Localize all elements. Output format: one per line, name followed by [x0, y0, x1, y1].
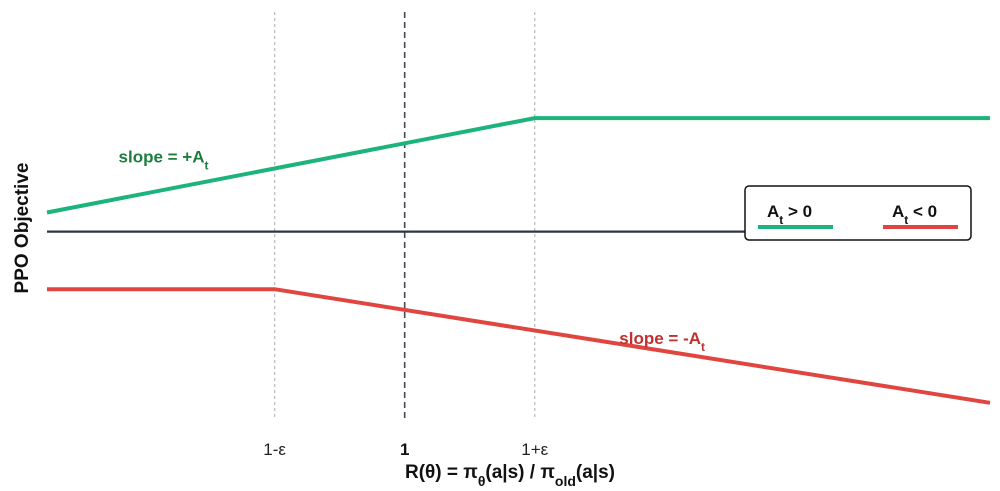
x-tick-labels: 1-ε 1 1+ε [263, 440, 548, 459]
reference-vlines [274, 12, 536, 418]
series-line-0 [46, 116, 990, 215]
legend: At > 0 At < 0 [744, 185, 972, 241]
legend-label-1: At < 0 [892, 202, 937, 227]
x-tick-label-0: 1-ε [263, 440, 286, 459]
x-tick-label-2: 1+ε [521, 440, 548, 459]
series-line-1 [47, 287, 991, 405]
slope-annotation-1: slope = -At [619, 329, 705, 354]
slope-annotation-0: slope = +At [119, 147, 209, 172]
x-axis-label: R(θ) = πθ(a|s) / πold(a|s) [405, 462, 615, 489]
series-layer [46, 116, 991, 405]
annotation-layer: slope = +At slope = -At [119, 147, 705, 353]
x-tick-label-1: 1 [400, 440, 409, 459]
legend-label-0: At > 0 [767, 202, 812, 227]
y-axis-label: PPO Objective [12, 163, 33, 294]
